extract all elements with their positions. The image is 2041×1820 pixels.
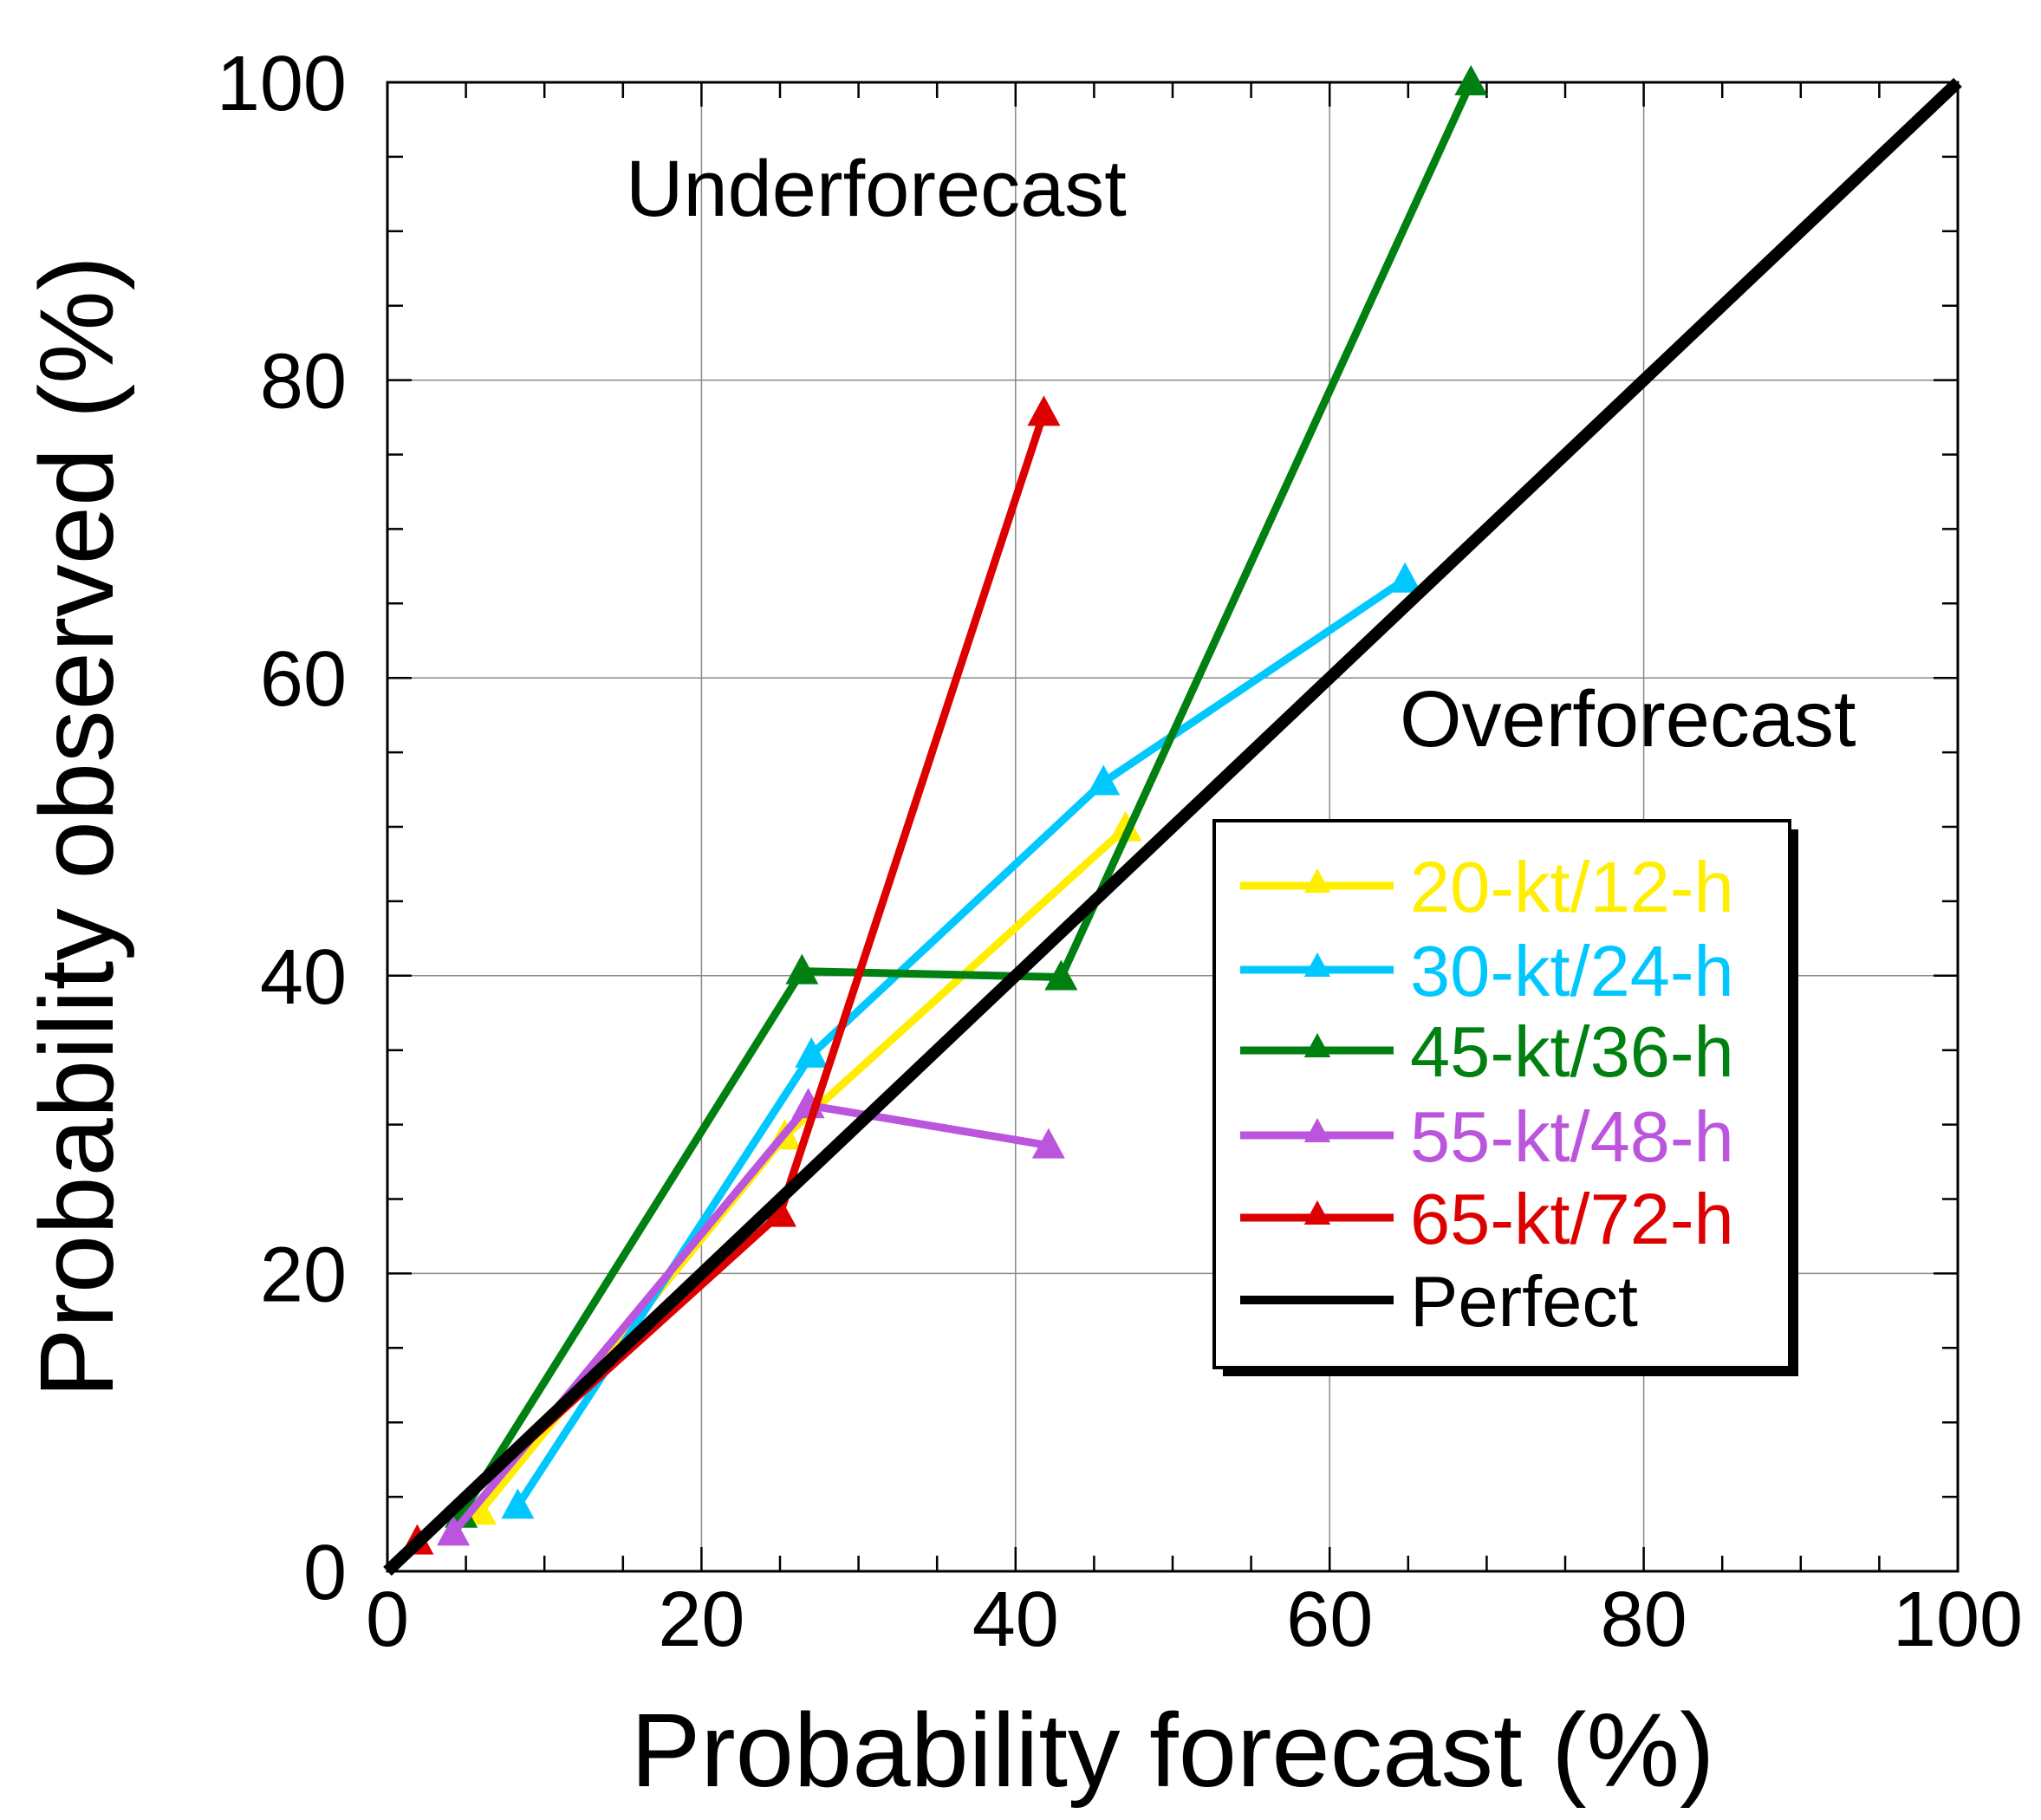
legend-label: 20-kt/12-h bbox=[1410, 847, 1734, 927]
y-tick-label: 60 bbox=[260, 636, 347, 723]
legend-item-55-kt-48-h: 55-kt/48-h bbox=[1240, 1096, 1734, 1177]
series-55-kt-48-h bbox=[437, 1088, 1065, 1546]
legend-label: Perfect bbox=[1410, 1261, 1638, 1342]
x-tick-label: 60 bbox=[1286, 1576, 1373, 1663]
x-tick-label: 20 bbox=[658, 1576, 744, 1663]
legend-marker bbox=[1303, 868, 1331, 893]
legend-item-perfect: Perfect bbox=[1240, 1261, 1638, 1342]
data-point-marker bbox=[501, 1488, 535, 1519]
legend-label: 55-kt/48-h bbox=[1410, 1096, 1734, 1177]
y-tick-label: 20 bbox=[260, 1232, 347, 1318]
legend-box bbox=[1212, 819, 1791, 1369]
x-tick-label: 40 bbox=[972, 1576, 1059, 1663]
series-20-kt-12-h bbox=[463, 810, 1142, 1525]
legend-item-20-kt-12-h: 20-kt/12-h bbox=[1240, 847, 1734, 927]
data-point-marker bbox=[1388, 562, 1422, 593]
legend-label: 65-kt/72-h bbox=[1410, 1179, 1734, 1259]
legend-item-30-kt-24-h: 30-kt/24-h bbox=[1240, 931, 1734, 1011]
series-perfect bbox=[383, 77, 1962, 1576]
legend-marker bbox=[1303, 1033, 1331, 1057]
data-point-marker bbox=[1454, 65, 1488, 95]
data-point-marker bbox=[785, 953, 819, 985]
x-tick-label: 100 bbox=[1893, 1576, 2023, 1663]
annotation-underforecast: Underforecast bbox=[626, 145, 1127, 233]
data-point-marker bbox=[437, 1515, 471, 1546]
y-tick-label: 80 bbox=[260, 339, 347, 426]
legend: 20-kt/12-h30-kt/24-h45-kt/36-h55-kt/48-h… bbox=[1212, 819, 1798, 1376]
y-tick-label: 0 bbox=[303, 1530, 347, 1616]
tick-labels: 0 20 40 60 80 100 0 20 40 60 80 100 bbox=[217, 41, 2023, 1663]
x-tick-label: 0 bbox=[366, 1576, 409, 1663]
series-group bbox=[383, 65, 1962, 1576]
y-tick-label: 40 bbox=[260, 934, 347, 1021]
legend-label: 30-kt/24-h bbox=[1410, 931, 1734, 1011]
data-point-marker bbox=[1031, 1128, 1065, 1159]
y-tick-label: 100 bbox=[217, 41, 347, 127]
data-point-marker bbox=[1108, 810, 1142, 842]
y-axis-label: Probability observed (%) bbox=[17, 256, 135, 1398]
data-point-marker bbox=[1044, 959, 1078, 991]
legend-item-65-kt-72-h: 65-kt/72-h bbox=[1240, 1179, 1734, 1259]
series-line bbox=[383, 77, 1962, 1576]
data-point-marker bbox=[795, 1037, 829, 1068]
series-line bbox=[458, 81, 1475, 1518]
plot-frame bbox=[386, 81, 1960, 1573]
legend-label: 45-kt/36-h bbox=[1410, 1011, 1734, 1092]
legend-marker bbox=[1303, 1118, 1331, 1142]
data-point-marker bbox=[1087, 764, 1121, 796]
x-tick-label: 80 bbox=[1601, 1576, 1687, 1663]
annotation-overforecast: Overforecast bbox=[1400, 675, 1856, 764]
x-axis-label: Probability forecast (%) bbox=[631, 1691, 1715, 1809]
legend-marker bbox=[1303, 952, 1331, 977]
series-45-kt-36-h bbox=[445, 65, 1488, 1528]
data-point-marker bbox=[1027, 395, 1061, 426]
legend-marker bbox=[1303, 1200, 1331, 1225]
data-point-marker bbox=[764, 1196, 796, 1227]
legend-item-45-kt-36-h: 45-kt/36-h bbox=[1240, 1011, 1734, 1092]
